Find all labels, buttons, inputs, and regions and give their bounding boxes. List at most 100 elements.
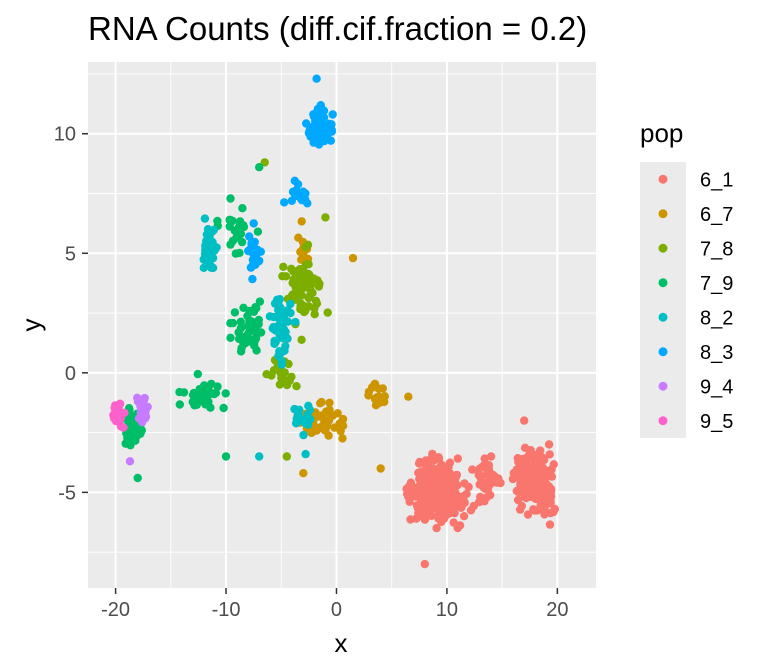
x-tick-label: 10 xyxy=(436,599,458,621)
legend-title: pop xyxy=(640,118,683,148)
data-point xyxy=(486,474,495,484)
x-tick-label: -20 xyxy=(101,599,130,621)
data-point xyxy=(236,347,246,356)
data-point xyxy=(294,266,303,275)
data-point xyxy=(234,328,243,337)
data-point xyxy=(250,337,259,346)
data-point xyxy=(138,417,147,427)
legend-label-9_4: 9_4 xyxy=(700,376,733,398)
data-point xyxy=(255,163,264,172)
data-point xyxy=(321,213,330,222)
data-point xyxy=(239,303,248,312)
series-8_2 xyxy=(199,214,315,461)
data-point xyxy=(452,495,462,504)
legend-key-background xyxy=(640,162,686,438)
data-point xyxy=(304,128,314,138)
data-point xyxy=(120,408,129,417)
data-point xyxy=(119,423,128,432)
legend-label-7_9: 7_9 xyxy=(700,273,733,295)
legend-key-6_7 xyxy=(658,209,668,219)
data-point xyxy=(281,327,290,337)
data-point xyxy=(519,475,528,485)
series-9_4 xyxy=(125,393,152,466)
data-point xyxy=(301,242,310,252)
data-point xyxy=(523,510,533,519)
series-8_3 xyxy=(244,74,337,284)
data-point xyxy=(427,505,436,514)
data-point xyxy=(545,520,555,529)
x-axis-title: x xyxy=(335,628,348,658)
data-point xyxy=(303,410,312,419)
data-point xyxy=(310,124,320,134)
data-point xyxy=(533,476,542,485)
data-point xyxy=(252,346,261,355)
data-point xyxy=(547,485,556,494)
data-point xyxy=(531,450,540,460)
data-point xyxy=(205,250,214,259)
data-point xyxy=(450,508,459,518)
data-point xyxy=(540,510,549,519)
data-point xyxy=(434,454,444,463)
data-point xyxy=(126,441,135,450)
legend-label-7_8: 7_8 xyxy=(700,238,733,260)
data-point xyxy=(310,310,319,319)
data-point xyxy=(111,407,120,417)
data-point xyxy=(225,222,234,231)
data-point xyxy=(303,199,312,208)
data-point xyxy=(232,232,242,242)
data-point xyxy=(302,269,311,278)
data-point xyxy=(213,216,222,226)
data-point xyxy=(545,450,554,459)
data-point xyxy=(460,479,469,488)
data-point xyxy=(317,131,326,140)
data-point xyxy=(406,515,415,524)
data-point xyxy=(199,263,208,272)
data-point xyxy=(323,308,332,317)
data-point xyxy=(244,329,253,338)
data-point xyxy=(271,326,281,335)
data-point xyxy=(326,136,335,145)
data-point xyxy=(237,237,247,247)
data-point xyxy=(221,452,231,461)
data-point xyxy=(315,412,325,421)
data-point xyxy=(516,505,525,514)
data-point xyxy=(444,497,453,506)
data-point xyxy=(478,462,487,471)
data-point xyxy=(304,302,313,311)
x-tick-label: 20 xyxy=(546,599,568,621)
legend-key-8_3 xyxy=(658,347,668,357)
y-tick-label: 5 xyxy=(65,243,76,265)
data-point xyxy=(486,452,496,461)
data-point xyxy=(517,485,526,494)
data-point xyxy=(288,187,298,196)
data-point xyxy=(416,480,425,489)
data-point xyxy=(312,426,321,435)
data-point xyxy=(405,497,414,506)
data-point xyxy=(303,420,313,429)
y-axis: -5 0 5 10 xyxy=(54,124,88,504)
plot-panel xyxy=(88,62,596,588)
data-point xyxy=(221,389,230,398)
data-point xyxy=(414,459,424,468)
data-point xyxy=(380,397,389,407)
data-point xyxy=(305,291,315,300)
data-point xyxy=(236,317,245,326)
data-point xyxy=(524,486,534,495)
data-point xyxy=(311,296,321,306)
data-point xyxy=(281,272,291,281)
data-point xyxy=(133,473,142,483)
data-point xyxy=(193,369,202,379)
data-point xyxy=(313,276,322,285)
data-point xyxy=(312,74,321,83)
chart-title: RNA Counts (diff.cif.fraction = 0.2) xyxy=(88,10,587,47)
x-tick-label: -10 xyxy=(212,599,241,621)
y-tick-label: 0 xyxy=(65,363,76,385)
data-point xyxy=(297,217,306,226)
data-point xyxy=(225,215,234,225)
data-point xyxy=(277,312,286,321)
legend-label-9_5: 9_5 xyxy=(700,411,733,433)
data-point xyxy=(348,253,358,263)
data-point xyxy=(292,382,301,391)
data-point xyxy=(192,400,201,409)
data-point xyxy=(541,489,550,499)
